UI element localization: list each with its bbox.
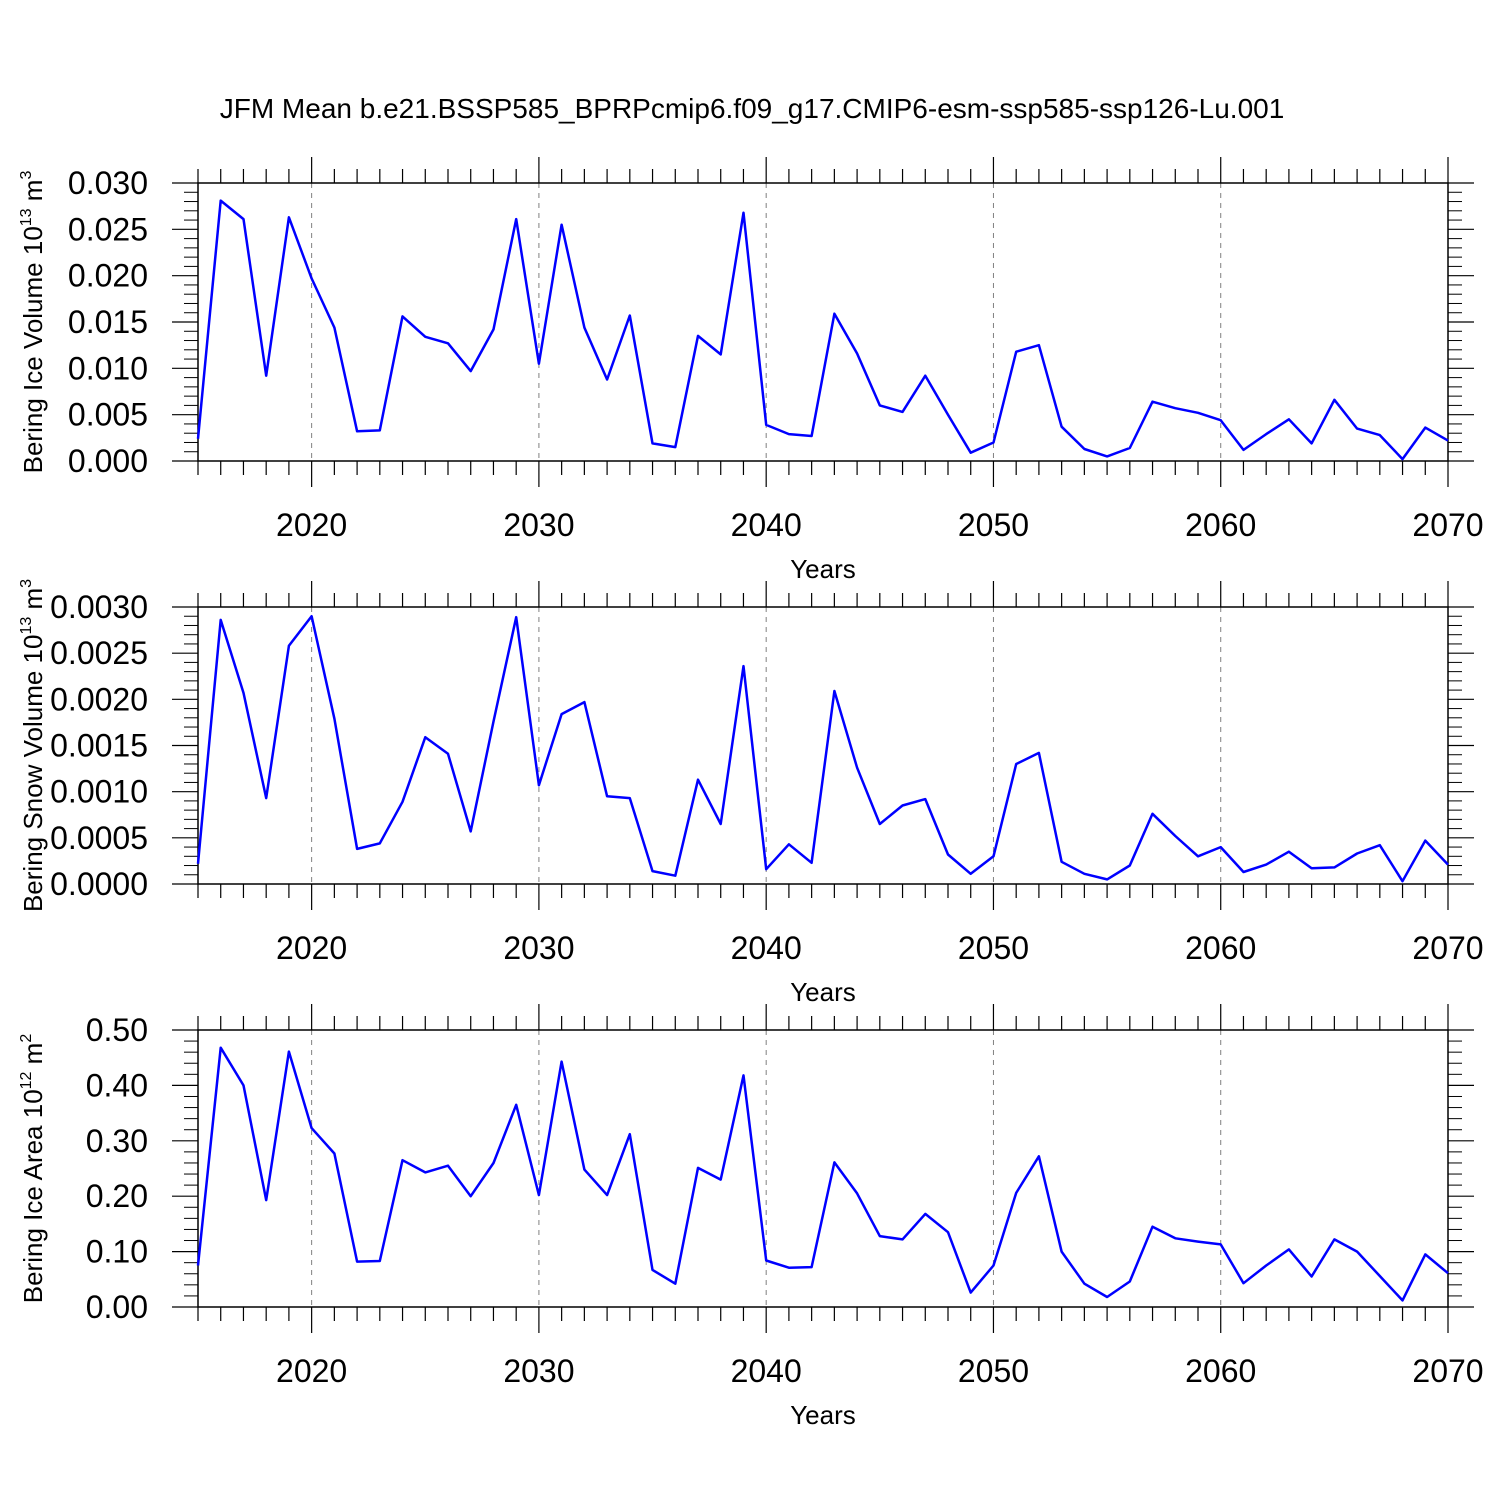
y-tick-label: 0.20 — [86, 1178, 148, 1214]
plot-frame — [197, 1029, 1449, 1308]
panel-2: 0.0000 0.0005 0.0010 0.0015 0.0020 0.0025 0.00… — [18, 579, 1484, 1007]
x-tick-label: 2020 — [276, 1353, 347, 1389]
y-tick-label: 0.10 — [86, 1234, 148, 1270]
y-tick-label: 0.0030 — [50, 589, 148, 625]
y-tick-label: 0.0005 — [50, 820, 148, 856]
y-tick-label: 0.030 — [68, 165, 148, 201]
x-tick-label: 2040 — [731, 507, 802, 543]
plot-frame — [197, 182, 1449, 462]
x-tick-label: 2070 — [1412, 1353, 1483, 1389]
series-line — [196, 199, 1449, 461]
y-tick-label: 0.00 — [86, 1289, 148, 1325]
x-tick-label: 2040 — [731, 1353, 802, 1389]
x-tick-label: 2030 — [503, 930, 574, 966]
y-axis-title-part: m — [18, 180, 48, 209]
y-axis-title: Bering Ice Volume 1013 m3 — [18, 171, 48, 474]
y-axis-title-superscript: 3 — [18, 579, 35, 588]
x-tick-label: 2030 — [503, 1353, 574, 1389]
y-axis-title-superscript: 12 — [18, 1071, 35, 1089]
x-axis-title: Years — [790, 1400, 856, 1430]
y-tick-label: 0.020 — [68, 258, 148, 294]
y-axis-title-part: Bering Ice Area 10 — [18, 1089, 48, 1303]
y-tick-label: 0.015 — [68, 304, 148, 340]
x-axis-title: Years — [790, 977, 856, 1007]
plot-frame — [197, 606, 1449, 885]
y-tick-label: 0.000 — [68, 443, 148, 479]
y-tick-label: 0.0010 — [50, 774, 148, 810]
series-line — [196, 1046, 1449, 1302]
y-tick-label: 0.0020 — [50, 681, 148, 717]
x-tick-label: 2030 — [503, 507, 574, 543]
x-tick-label: 2020 — [276, 507, 347, 543]
y-axis-title-superscript: 3 — [18, 171, 35, 180]
y-tick-label: 0.50 — [86, 1012, 148, 1048]
x-tick-label: 2020 — [276, 930, 347, 966]
chart-title: JFM Mean b.e21.BSSP585_BPRPcmip6.f09_g17… — [220, 93, 1285, 124]
y-tick-label: 0.010 — [68, 350, 148, 386]
panel-3: 0.00 0.10 0.20 0.30 0.40 0.50 2020 2030 2040 2050… — [18, 1004, 1484, 1430]
y-tick-label: 0.40 — [86, 1067, 148, 1103]
panel-1: 0.000 0.005 0.010 0.015 0.020 0.025 0.030 2020 2… — [18, 157, 1484, 584]
y-tick-label: 0.0000 — [50, 866, 148, 902]
x-tick-label: 2060 — [1185, 507, 1256, 543]
y-tick-label: 0.025 — [68, 211, 148, 247]
y-tick-label: 0.0015 — [50, 728, 148, 764]
y-axis-title-superscript: 13 — [18, 208, 35, 226]
y-tick-label: 0.005 — [68, 397, 148, 433]
x-tick-label: 2070 — [1412, 930, 1483, 966]
x-tick-label: 2050 — [958, 930, 1029, 966]
y-axis-title-part: m — [18, 588, 48, 617]
x-tick-label: 2060 — [1185, 930, 1256, 966]
x-tick-label: 2050 — [958, 1353, 1029, 1389]
x-tick-label: 2070 — [1412, 507, 1483, 543]
x-tick-label: 2060 — [1185, 1353, 1256, 1389]
x-tick-label: 2050 — [958, 507, 1029, 543]
y-axis-title: Bering Ice Area 1012 m2 — [18, 1034, 48, 1304]
y-axis-title-superscript: 13 — [18, 617, 35, 635]
y-tick-label: 0.0025 — [50, 635, 148, 671]
y-axis-title-part: Bering Snow Volume 10 — [18, 635, 48, 913]
x-axis-title: Years — [790, 554, 856, 584]
series-line — [196, 614, 1449, 883]
y-tick-label: 0.30 — [86, 1123, 148, 1159]
y-axis-title: Bering Snow Volume 1013 m3 — [18, 579, 48, 912]
y-axis-title-part: m — [18, 1043, 48, 1072]
x-tick-label: 2040 — [731, 930, 802, 966]
y-axis-title-part: Bering Ice Volume 10 — [18, 226, 48, 473]
y-axis-title-superscript: 2 — [18, 1034, 35, 1043]
